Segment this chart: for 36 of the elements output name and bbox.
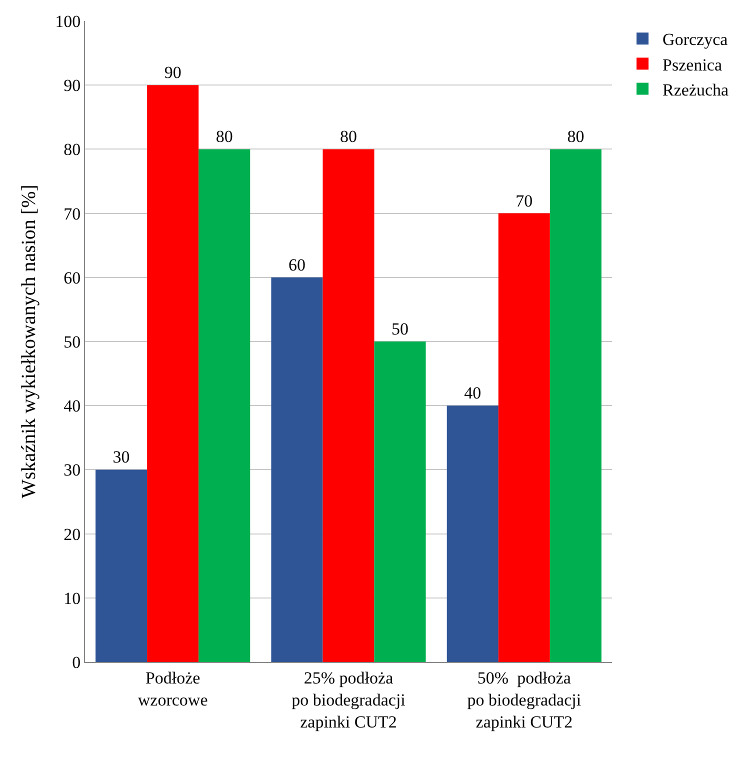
data-label: 70 [516, 191, 533, 210]
y-tick-label: 60 [64, 268, 81, 288]
y-tick-label: 20 [64, 524, 81, 544]
y-tick-label: 10 [64, 588, 81, 608]
data-label: 90 [164, 63, 182, 82]
y-tick-label: 80 [64, 140, 81, 160]
data-label: 80 [567, 127, 584, 146]
bar [198, 149, 250, 662]
data-label: 40 [464, 384, 482, 403]
y-tick-label: 30 [64, 460, 81, 480]
y-tick-label: 0 [72, 652, 81, 672]
bar [374, 342, 426, 662]
bar [550, 149, 602, 662]
x-tick-label: 25% podłoża po biodegradacji zapinki CUT2 [292, 668, 406, 732]
data-label: 50 [392, 320, 409, 338]
y-axis-title: Wskaźnik wykiełkowanych nasion [%] [18, 184, 40, 498]
x-tick-label: 50% podłoża po biodegradacji zapinki CUT2 [467, 668, 582, 732]
data-label: 60 [288, 255, 306, 274]
x-tick-label: Podłoże wzorcowe [138, 668, 208, 710]
y-tick-label: 90 [64, 76, 81, 96]
y-tick-label: 70 [64, 204, 81, 224]
data-label: 30 [112, 448, 130, 467]
legend-label: Rzeżucha [662, 80, 730, 100]
bar [498, 213, 550, 662]
y-tick-label: 100 [55, 12, 81, 31]
data-label: 80 [216, 127, 233, 146]
y-tick-label: 50 [64, 332, 81, 352]
bar [322, 149, 374, 662]
legend-label: Pszenica [662, 55, 722, 74]
bar [96, 470, 148, 662]
data-label: 80 [340, 127, 357, 146]
bar [446, 406, 498, 662]
bar [147, 85, 199, 662]
legend-label: Gorczyca [662, 30, 728, 50]
y-tick-label: 40 [64, 396, 81, 416]
bar [271, 277, 323, 662]
